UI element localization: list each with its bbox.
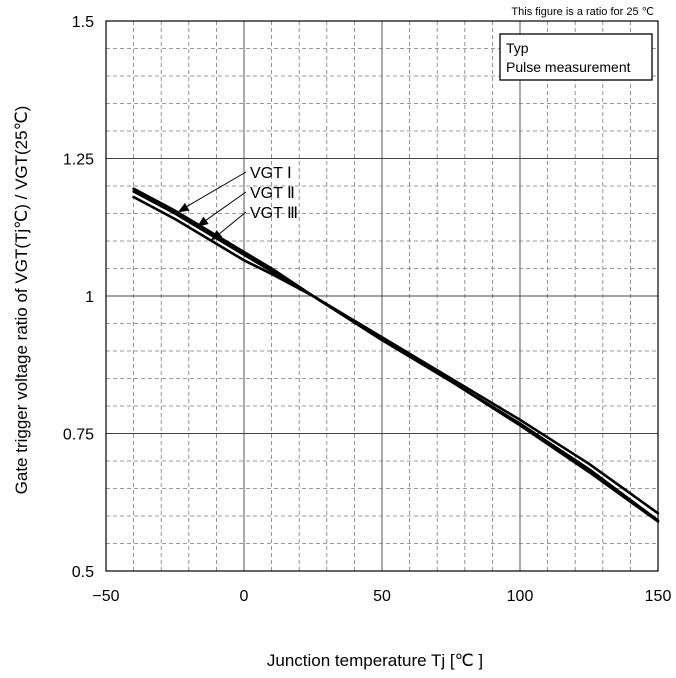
y-tick-label: 1.5 (72, 14, 94, 31)
figure-note: This figure is a ratio for 25 ℃ (511, 6, 654, 18)
legend-box: Typ Pulse measurement (499, 33, 653, 81)
x-axis-title: Junction temperature Tj [℃ ] (267, 651, 483, 670)
legend-typ: Typ (506, 40, 529, 56)
label-leader-line (214, 211, 247, 238)
series-label-3: VGT Ⅲ (250, 205, 298, 222)
y-tick-label: 1.25 (63, 152, 94, 169)
y-axis-title: Gate trigger voltage ratio of VGT(Tj℃) /… (12, 106, 31, 495)
y-tick-label: 0.5 (72, 564, 94, 581)
x-tick-label: 50 (373, 588, 391, 605)
grid (106, 21, 658, 571)
label-leader-line (200, 191, 247, 225)
tick-labels: −50 0 50 100 150 0.5 0.75 1 1.25 1.5 (63, 14, 672, 605)
label-arrowhead (197, 216, 209, 227)
series-label-1: VGT Ⅰ (250, 165, 292, 182)
curve-labels: VGT Ⅰ VGT Ⅱ VGT Ⅲ (177, 165, 298, 241)
series-label-2: VGT Ⅱ (250, 185, 295, 202)
x-tick-label: 150 (645, 588, 672, 605)
legend-pulse: Pulse measurement (506, 59, 631, 75)
y-tick-label: 1 (85, 289, 94, 306)
x-tick-label: −50 (92, 588, 119, 605)
label-leader-line (181, 171, 247, 210)
label-arrowhead (177, 202, 190, 213)
y-tick-label: 0.75 (63, 427, 94, 444)
x-tick-label: 100 (507, 588, 534, 605)
curves (132, 187, 660, 523)
label-arrowhead (210, 230, 223, 241)
x-tick-label: 0 (240, 588, 249, 605)
series-line-3 (132, 195, 660, 515)
plot-frame (105, 20, 659, 572)
